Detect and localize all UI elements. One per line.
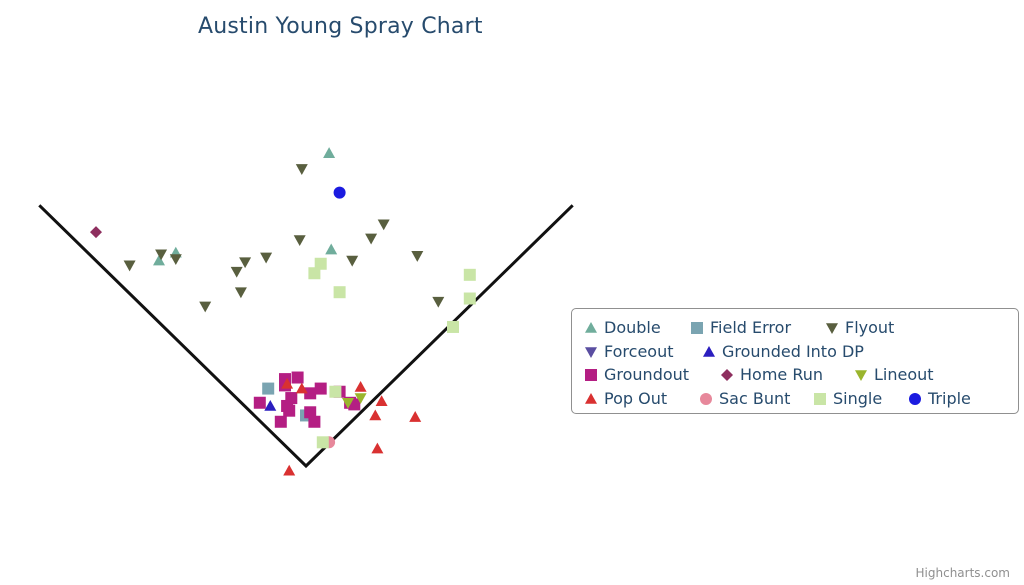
data-point (432, 296, 445, 308)
data-point (369, 409, 382, 421)
series-grounded-into-dp (264, 399, 277, 411)
series-lineout (342, 393, 367, 409)
data-point (155, 249, 168, 261)
legend-symbol (585, 392, 597, 404)
data-point (239, 257, 252, 269)
square-icon (585, 369, 597, 381)
legend-symbol (585, 346, 597, 358)
legend-symbol (855, 370, 867, 381)
data-point (463, 292, 476, 305)
data-point (314, 257, 327, 270)
data-point (377, 219, 390, 231)
data-point (346, 255, 359, 267)
data-point (365, 233, 378, 245)
data-point (342, 398, 354, 409)
diamond-icon (721, 369, 733, 381)
data-point (230, 266, 243, 278)
data-point (295, 382, 308, 394)
legend-symbol (826, 323, 838, 334)
legend-symbol (703, 345, 715, 357)
data-point (169, 254, 182, 266)
legend-label: Triple (928, 388, 971, 408)
circle-icon (700, 392, 712, 405)
data-point (253, 396, 266, 409)
data-point (323, 147, 336, 158)
data-point (325, 243, 338, 255)
data-point (295, 164, 308, 175)
legend-label: Single (833, 388, 883, 408)
data-point (281, 377, 294, 389)
data-point (274, 415, 287, 428)
data-point (234, 287, 247, 299)
data-point (283, 404, 296, 417)
data-point (262, 382, 275, 395)
data-point (463, 268, 476, 281)
square-icon (814, 392, 826, 405)
legend-label: Sac Bunt (719, 388, 791, 408)
triangle-icon (585, 392, 597, 404)
legend-symbol (585, 369, 597, 381)
data-point (308, 267, 321, 280)
legend-label: Grounded Into DP (722, 341, 864, 361)
circle-icon (909, 392, 921, 405)
data-point (199, 301, 212, 313)
legend-symbol (721, 369, 733, 381)
data-point (333, 286, 346, 299)
chart-legend: Double Field Error Flyout Forceout Grounded … (571, 308, 1019, 414)
credits-link[interactable]: Highcharts.com (915, 566, 1010, 580)
triangle-icon (703, 345, 715, 357)
legend-label: Lineout (874, 365, 934, 384)
triangle-down-icon (585, 346, 597, 358)
triangle-icon (585, 322, 597, 333)
triangle-down-icon (826, 323, 838, 334)
data-point (293, 235, 306, 247)
chart-title: Austin Young Spray Chart (198, 14, 483, 39)
data-point (283, 464, 296, 476)
data-point (354, 393, 367, 405)
series-triple (333, 186, 346, 199)
data-point (260, 252, 273, 264)
data-point (409, 411, 422, 422)
series-pop-out (281, 377, 422, 476)
data-point (333, 186, 346, 199)
legend-label: Groundout (604, 365, 690, 384)
square-icon (691, 322, 703, 334)
data-point (308, 415, 321, 428)
data-point (90, 226, 102, 239)
data-point (354, 381, 367, 392)
data-point (304, 406, 317, 419)
legend-symbol (691, 322, 703, 334)
data-point (304, 387, 317, 400)
legend-label: Pop Out (604, 388, 668, 408)
legend-label: Flyout (845, 318, 895, 337)
series-single (308, 257, 476, 449)
data-point (123, 260, 136, 272)
data-point (314, 382, 327, 395)
data-point (375, 395, 388, 407)
legend-label: Field Error (710, 318, 792, 337)
legend-symbol (814, 392, 826, 405)
triangle-down-icon (855, 370, 867, 381)
legend-label: Double (604, 318, 661, 337)
data-point (264, 399, 277, 411)
legend-symbol (909, 392, 921, 405)
series-double (153, 147, 338, 266)
data-point (447, 320, 459, 333)
data-point (153, 254, 165, 266)
legend-symbol (700, 392, 712, 405)
data-point (291, 371, 304, 384)
data-point (329, 385, 342, 398)
foul-lines (38, 204, 574, 469)
data-point (316, 436, 329, 449)
legend-label: Forceout (604, 341, 674, 361)
series-flyout (123, 164, 445, 313)
series-home-run (90, 226, 102, 239)
legend-label: Home Run (740, 365, 824, 384)
data-point (371, 442, 384, 454)
legend-symbol (585, 322, 597, 333)
data-point (411, 251, 424, 262)
